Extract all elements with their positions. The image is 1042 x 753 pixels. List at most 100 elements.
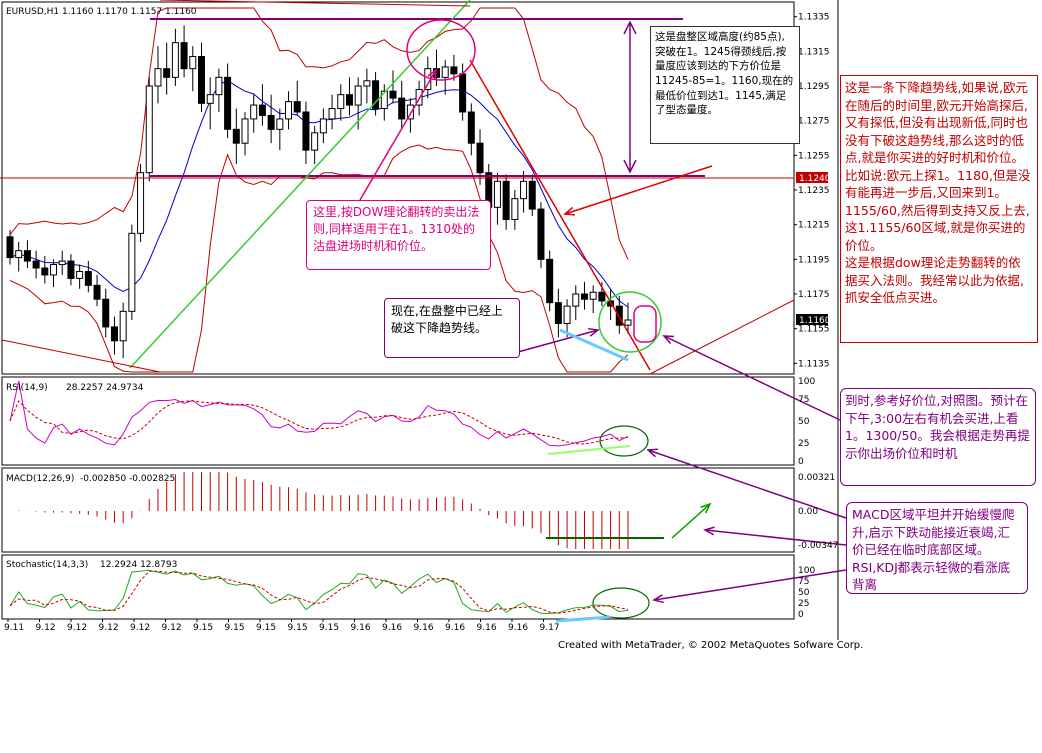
candle-body <box>232 128 240 144</box>
current-price-tag <box>796 314 828 325</box>
candle-body <box>110 326 118 342</box>
measure-arrowhead-up <box>623 20 637 35</box>
candle-body <box>154 68 162 87</box>
candle-body <box>15 250 23 259</box>
time-tick-label: 9.12 <box>67 623 87 633</box>
stoch-circle <box>592 587 650 619</box>
candle-body <box>137 172 145 234</box>
candle-body <box>67 260 75 279</box>
green-up-arrow-head <box>700 502 712 514</box>
main-pane <box>1 1 795 375</box>
dow-sell-rule-note: 这里,按DOW理论翻转的卖出法则,同样适用于在1。1310处的沽盘进场时机和价位… <box>306 200 491 270</box>
trendline-pointer-head <box>563 206 576 216</box>
macd-pointer-head <box>703 526 715 536</box>
candle-body <box>197 56 205 104</box>
candle-body <box>224 76 232 130</box>
stoch-scale-0: 0 <box>798 610 804 620</box>
range-height-note: 这是盘整区域高度(约85点),突破在1。1245得颈线后,按量度应该到达的下方价… <box>650 26 800 144</box>
candle-body <box>337 94 345 110</box>
candle-body <box>398 97 406 120</box>
candle-body <box>41 267 49 276</box>
rsi-circle <box>599 425 649 457</box>
trendline-buy-note: 这是一条下降趋势线,如果说,欧元在随后的时间里,欧元开始高探后,又有探低,但没有… <box>840 75 1038 343</box>
trendline-pointer <box>564 165 713 215</box>
upper-channel-line <box>159 0 471 7</box>
time-tick-label: 9.16 <box>508 623 528 633</box>
candle-body <box>528 180 536 210</box>
marked-level-tag <box>796 172 828 183</box>
candle-body <box>476 142 484 174</box>
candle-body <box>493 180 501 208</box>
candle-body <box>467 111 475 144</box>
time-tick-label: 9.15 <box>256 623 276 633</box>
macd-scale-zero: 0.00 <box>798 507 818 517</box>
candle-body <box>580 293 588 300</box>
candle-body <box>520 180 528 200</box>
candle-body <box>206 94 214 104</box>
candle-body <box>406 104 414 120</box>
time-tick-label: 9.16 <box>445 623 465 633</box>
candle-body <box>23 250 31 262</box>
candle-body <box>293 101 301 113</box>
candle-body <box>128 232 136 312</box>
macd-title: MACD(12,26,9) <box>6 474 74 484</box>
time-tick-label: 9.17 <box>540 623 560 633</box>
stochastic-pane <box>1 554 795 620</box>
time-tick-label: 9.15 <box>288 623 308 633</box>
stoch-scale-25: 25 <box>798 599 809 609</box>
bottom-circle <box>598 291 662 353</box>
candle-body <box>554 302 562 324</box>
rsi-pointer-head <box>646 448 659 458</box>
stochastic-title: Stochastic(14,3,3) <box>6 560 88 570</box>
rsi-scale-25: 25 <box>798 439 809 449</box>
candle-body <box>189 56 197 70</box>
candle-body <box>624 319 632 326</box>
candle-body <box>389 90 397 99</box>
rsi-pane <box>1 376 795 466</box>
candle-body <box>258 104 266 116</box>
macd-scale-bottom: -0.00347 <box>798 541 838 551</box>
price-tick-label: 1.1275 <box>798 117 830 127</box>
candle-body <box>250 104 258 120</box>
rsi-highlight <box>547 445 631 455</box>
dow-pointer-head <box>427 68 437 81</box>
time-tick-label: 9.12 <box>36 623 56 633</box>
chart-title: EURUSD,H1 1.1160 1.1170 1.1157 1.1160 <box>6 7 197 17</box>
price-tick-label: 1.1155 <box>798 325 830 335</box>
time-tick-label: 9.12 <box>162 623 182 633</box>
candle-body <box>589 291 597 300</box>
bollinger-upper <box>9 7 629 260</box>
candle-body <box>102 298 110 328</box>
entry-plan-note: 到时,参考好价位,对照图。预计在下午,3:00左右有机会买进,上看1。1300/… <box>840 388 1036 486</box>
price-tick-label: 1.1235 <box>798 186 830 196</box>
candle-body <box>372 80 380 110</box>
footer-credit: Created with MetaTrader, © 2002 MetaQuot… <box>558 640 864 651</box>
candle-body <box>345 94 353 106</box>
time-tick-label: 9.16 <box>351 623 371 633</box>
target-marker <box>633 305 657 343</box>
current-price-label: 1.1160 <box>799 316 831 326</box>
time-tick-label: 9.15 <box>319 623 339 633</box>
macd-scale-top: 0.00321 <box>798 473 835 483</box>
stoch-pointer <box>653 569 847 601</box>
candle-body <box>415 88 423 106</box>
macd-pointer <box>704 529 847 546</box>
stoch-scale-100: 100 <box>798 566 815 576</box>
candle-body <box>84 270 92 286</box>
candle-body <box>598 291 606 302</box>
time-axis: 9.11 9.12 9.12 9.12 9.12 9.12 9.15 9.15 9.15 9.15… <box>4 619 560 633</box>
stoch-pointer-head <box>652 594 664 604</box>
rsi-line <box>9 380 629 447</box>
stochastic-d-line <box>9 570 629 614</box>
candle-body <box>76 270 84 279</box>
time-tick-label: 9.16 <box>382 623 402 633</box>
measure-arrowhead-down <box>623 159 637 174</box>
indicator-series <box>9 328 631 623</box>
candle-body <box>180 42 188 70</box>
candle-body <box>572 293 580 307</box>
candle-body <box>459 73 467 113</box>
candle-body <box>171 42 179 78</box>
break-pointer <box>517 329 599 353</box>
candle-body <box>537 208 545 260</box>
candle-body <box>285 101 293 120</box>
